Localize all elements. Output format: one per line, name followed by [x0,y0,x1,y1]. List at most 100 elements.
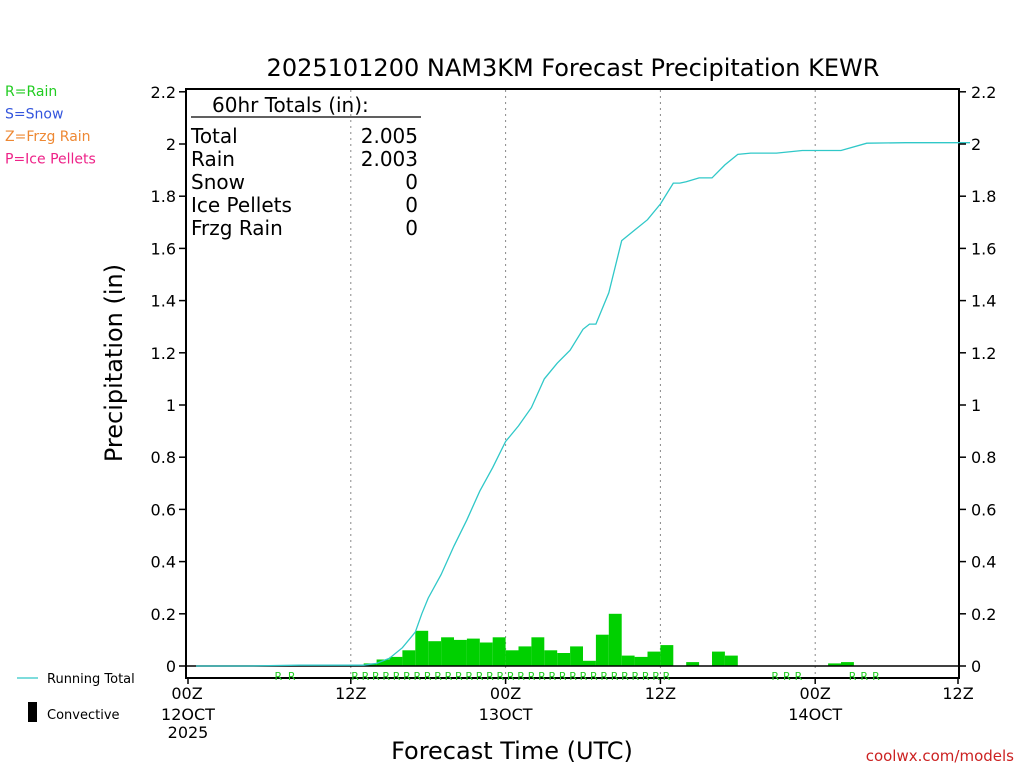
x-tick-date: 12OCT [161,705,215,724]
rain-bar [389,656,403,666]
totals-box: 60hr Totals (in): Total 2.005 Rain 2.003 Sno… [190,93,421,240]
rain-bar [686,662,700,666]
rain-bar [505,650,519,666]
y-tick-label-right: 0.2 [971,605,996,624]
totals-row-value: 0 [405,216,418,240]
y-tick-label: 1.8 [151,187,176,206]
y-tick-label: 2 [166,135,176,154]
x-tick-label: 00Z [800,684,831,703]
rain-bar [828,663,841,666]
y-axis-left: 0 0.2 0.4 0.6 0.8 1 1.2 1.4 1.6 1.8 2 2.2 [151,83,186,676]
x-tick-label: 12Z [942,684,973,703]
y-tick-label-right: 0.8 [971,448,996,467]
rain-bar [415,630,429,666]
y-tick-label-right: 0.4 [971,553,996,572]
rain-bar [608,613,622,666]
y-tick-label: 0 [166,657,176,676]
totals-row-label: Snow [191,170,245,194]
y-tick-label: 2.2 [151,83,176,102]
rain-bar [724,655,738,666]
y-axis-right: 0 0.2 0.4 0.6 0.8 1 1.2 1.4 1.6 1.8 2 2.2 [959,83,996,676]
rain-bar [402,650,416,666]
convective-legend-label: Convective [47,708,120,723]
y-tick-label: 1.6 [151,239,176,258]
rain-bar [570,646,583,666]
x-tick-label: 12Z [335,684,366,703]
vertical-grid [350,90,816,677]
rain-type-markers: RR RRRRRRRRRRRRRRRRRRRRRRRRRRRRRRR RRR RRR [275,670,881,683]
rain-bar [544,650,558,666]
y-axis-title: Precipitation (in) [100,264,128,462]
totals-row-value: 0 [405,170,418,194]
totals-header: 60hr Totals (in): [212,93,369,117]
running-total-series [196,142,970,667]
rain-bar [492,637,506,666]
precip-type-legend-item: R=Rain [5,84,57,100]
y-tick-label-right: 1.8 [971,187,996,206]
rain-bar [518,646,532,666]
y-tick-label-right: 0.6 [971,500,996,519]
x-tick-date: 14OCT [788,705,842,724]
y-tick-label: 1.4 [151,292,176,311]
rain-bar [454,639,467,666]
x-axis-title: Forecast Time (UTC) [391,737,633,765]
rain-marker: RRR [849,670,880,683]
y-tick-label: 0.8 [151,448,176,467]
x-tick-label: 12Z [645,684,676,703]
source-url: coolwx.com/models [866,747,1014,765]
rain-bar [466,638,480,666]
rain-bar [621,655,635,666]
x-tick-label: 00Z [171,684,202,703]
precip-type-legend: R=Rain S=Snow Z=Frzg Rain P=Ice Pellets [5,84,96,168]
rain-bar [660,645,674,666]
totals-row-label: Total [190,124,238,148]
totals-row-label: Ice Pellets [191,193,292,217]
rain-bar [634,656,648,666]
y-tick-label: 1 [166,396,176,415]
rain-bar [441,637,454,666]
rain-marker: RR [275,670,296,683]
rain-bar [557,653,571,666]
rain-bars [363,613,854,666]
x-tick-date: 13OCT [479,705,533,724]
rain-marker: RRR [771,670,802,683]
y-tick-label: 0.4 [151,553,176,572]
y-tick-label-right: 2.2 [971,83,996,102]
chart-title: 2025101200 NAM3KM Forecast Precipitation… [267,54,880,82]
precip-type-legend-item: S=Snow [5,107,63,123]
convective-legend-swatch [28,702,37,722]
totals-row-label: Frzg Rain [191,216,283,240]
rain-bar [841,662,854,666]
rain-bar [479,642,493,666]
totals-row-value: 0 [405,193,418,217]
precip-type-legend-item: P=Ice Pellets [5,152,96,168]
y-tick-label-right: 1 [971,396,981,415]
rain-bar [712,651,725,666]
y-tick-label-right: 1.2 [971,344,996,363]
y-tick-label: 0.2 [151,605,176,624]
running-total-line [196,142,970,667]
rain-bar [647,651,661,666]
rain-bar [583,660,596,666]
y-tick-label-right: 2 [971,135,981,154]
running-total-legend-label: Running Total [47,672,135,687]
x-tick-label: 00Z [490,684,521,703]
y-tick-label: 0.6 [151,500,176,519]
rain-marker: RRRRRRRRRRRRRRRRRRRRRRRRRRRRRRR [351,670,670,683]
totals-row-value: 2.003 [361,147,418,171]
totals-row-label: Rain [191,147,235,171]
plot-frame [185,88,960,679]
rain-bar [595,634,609,666]
rain-bar [531,637,545,666]
y-tick-label-right: 0 [971,657,981,676]
totals-row-value: 2.005 [361,124,418,148]
y-tick-label: 1.2 [151,344,176,363]
rain-bar [376,659,390,666]
precip-type-legend-item: Z=Frzg Rain [5,129,91,145]
rain-bar [428,641,442,666]
y-tick-label-right: 1.4 [971,292,996,311]
x-tick-year: 2025 [168,723,209,742]
y-tick-label-right: 1.6 [971,239,996,258]
